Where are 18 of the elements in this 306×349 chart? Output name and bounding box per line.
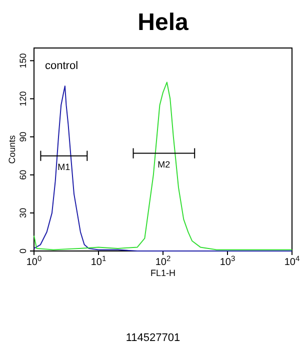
- text: 114527701: [126, 332, 180, 344]
- x-tick-label: 10$^{3}$: [220, 254, 236, 268]
- series-label: M2: [158, 159, 170, 170]
- y-tick-label: 0: [18, 248, 28, 254]
- x-tick-label: 10$^{4}$: [284, 254, 300, 268]
- y-tick-label: 120: [18, 91, 28, 106]
- y-tick-label: 90: [18, 132, 28, 142]
- x-tick-label: 10$^{2}$: [155, 254, 171, 268]
- series-label: M1: [58, 162, 70, 172]
- x-axis-title: FL1-H: [150, 268, 176, 278]
- y-tick-label: 30: [18, 208, 28, 218]
- chart-title: Hela: [138, 9, 189, 36]
- y-tick-label: 60: [18, 170, 28, 180]
- x-tick-label: 10$^{0}$: [26, 254, 42, 268]
- annotation: control: [45, 60, 78, 72]
- x-tick-label: 10$^{1}$: [90, 254, 106, 268]
- y-tick-label: 150: [18, 53, 28, 68]
- y-axis-title: Counts: [7, 134, 17, 164]
